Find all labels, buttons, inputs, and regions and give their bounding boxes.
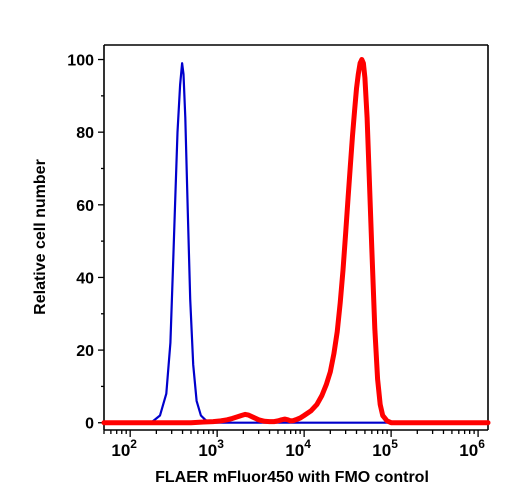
y-tick-label: 60 <box>76 198 94 215</box>
plot-area <box>103 44 489 431</box>
y-axis-title: Relative cell number <box>32 159 49 315</box>
x-tick-label: 103 <box>198 437 224 460</box>
y-tick-label: 20 <box>76 343 94 360</box>
series-line-1 <box>101 57 491 426</box>
y-tick-label: 80 <box>76 125 94 142</box>
series-layer <box>101 57 491 426</box>
y-ticks: 0 20 40 60 80 100 <box>67 53 104 433</box>
y-tick-label: 0 <box>85 416 94 433</box>
series-line-0 <box>102 62 490 424</box>
x-axis-title: FLAER mFluor450 with FMO control <box>155 469 429 486</box>
x-tick-label: 104 <box>285 437 311 460</box>
x-ticks: 102 103 104 105 106 <box>103 430 485 460</box>
y-tick-label: 40 <box>76 270 94 287</box>
x-tick-label: 102 <box>111 437 137 460</box>
x-tick-label: 106 <box>459 437 485 460</box>
y-tick-label: 100 <box>67 53 94 70</box>
x-tick-label: 105 <box>372 437 398 460</box>
